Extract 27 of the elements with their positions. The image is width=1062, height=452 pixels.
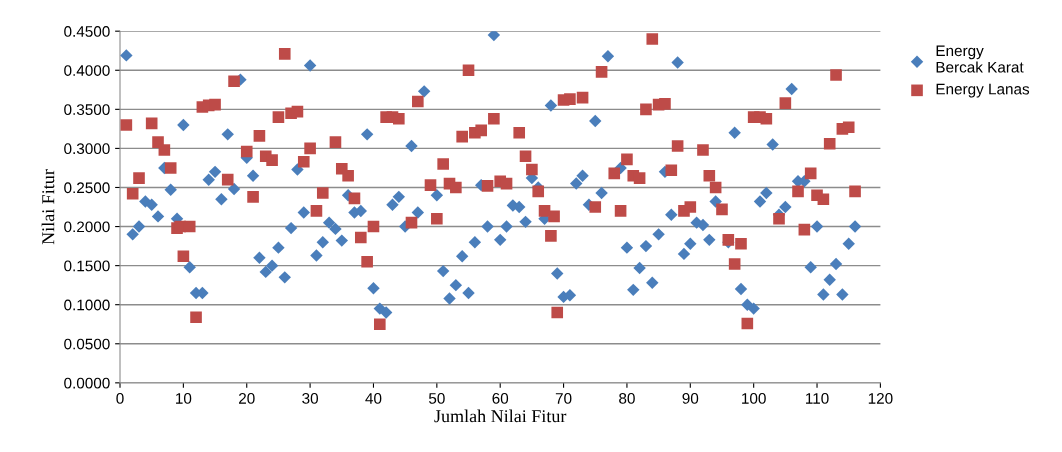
- legend-label: Energy Lanas: [936, 83, 1030, 98]
- x-tick-label: 110: [806, 392, 829, 404]
- y-tick-label: 0.1500: [64, 260, 110, 272]
- y-tick-label: 0.0000: [64, 377, 110, 389]
- x-tick-label: 40: [365, 392, 382, 404]
- x-tick-label: 20: [239, 392, 255, 404]
- x-tick-label: 80: [619, 392, 635, 404]
- x-tick-label: 10: [176, 392, 192, 404]
- y-tick-label: 0.2000: [64, 221, 110, 233]
- x-tick-label: 0: [116, 392, 124, 404]
- x-axis-title: Jumlah Nilai Fitur: [434, 409, 567, 423]
- y-tick-label: 0.3500: [64, 104, 110, 116]
- x-tick-label: 50: [428, 392, 445, 404]
- x-tick-label: 60: [492, 392, 509, 404]
- y-tick-label: 0.3000: [64, 143, 110, 155]
- x-tick-label: 30: [302, 392, 318, 404]
- y-tick-label: 0.4500: [64, 26, 110, 37]
- x-tick-label: 100: [742, 392, 766, 404]
- y-tick-label: 0.1000: [64, 299, 110, 311]
- x-tick-label: 90: [682, 392, 699, 404]
- legend-label: Energy Bercak Karat: [936, 45, 1024, 73]
- y-axis-title: Nilai Fitur: [41, 169, 55, 245]
- y-tick-label: 0.4000: [64, 65, 110, 76]
- y-tick-label: 0.2500: [64, 182, 110, 194]
- x-tick-label: 70: [555, 392, 572, 404]
- y-tick-label: 0.0500: [64, 338, 110, 350]
- x-tick-label: 120: [868, 392, 893, 404]
